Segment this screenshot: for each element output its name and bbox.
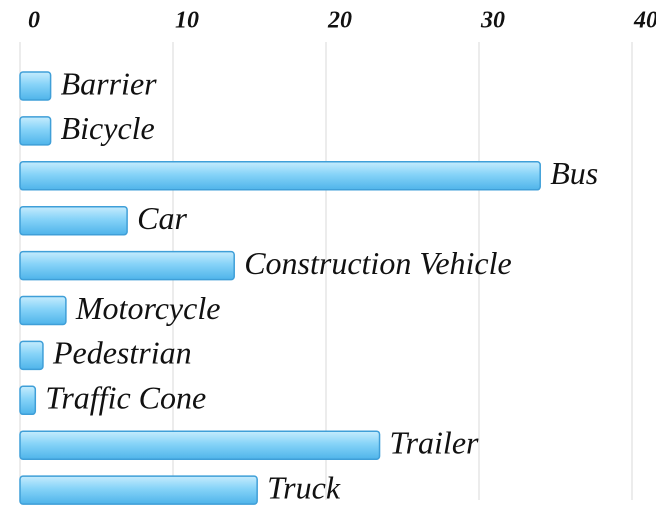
bar <box>19 161 541 191</box>
bar <box>19 116 52 146</box>
bar <box>19 475 258 505</box>
bar <box>19 385 37 416</box>
bar <box>19 430 381 460</box>
bar-label: Bicycle <box>61 110 155 146</box>
bar-label: Truck <box>267 469 341 505</box>
bar-label: Traffic Cone <box>45 380 206 416</box>
bar-label: Motorcycle <box>75 290 221 326</box>
bar-label: Pedestrian <box>52 335 192 371</box>
bar <box>19 71 52 101</box>
bar <box>19 205 128 236</box>
bar <box>19 250 235 281</box>
x-tick-label: 30 <box>480 8 505 34</box>
bar <box>19 340 44 371</box>
x-tick-label: 20 <box>327 8 352 34</box>
bar-label: Construction Vehicle <box>244 245 512 281</box>
x-tick-label: 40 <box>633 8 656 34</box>
bar-label: Barrier <box>61 65 158 101</box>
bar-label: Trailer <box>390 425 479 461</box>
bar <box>19 295 67 326</box>
x-tick-label: 0 <box>28 8 40 34</box>
bar-label: Bus <box>550 155 598 191</box>
x-tick-label: 10 <box>175 8 199 34</box>
bar-label: Car <box>137 200 187 236</box>
